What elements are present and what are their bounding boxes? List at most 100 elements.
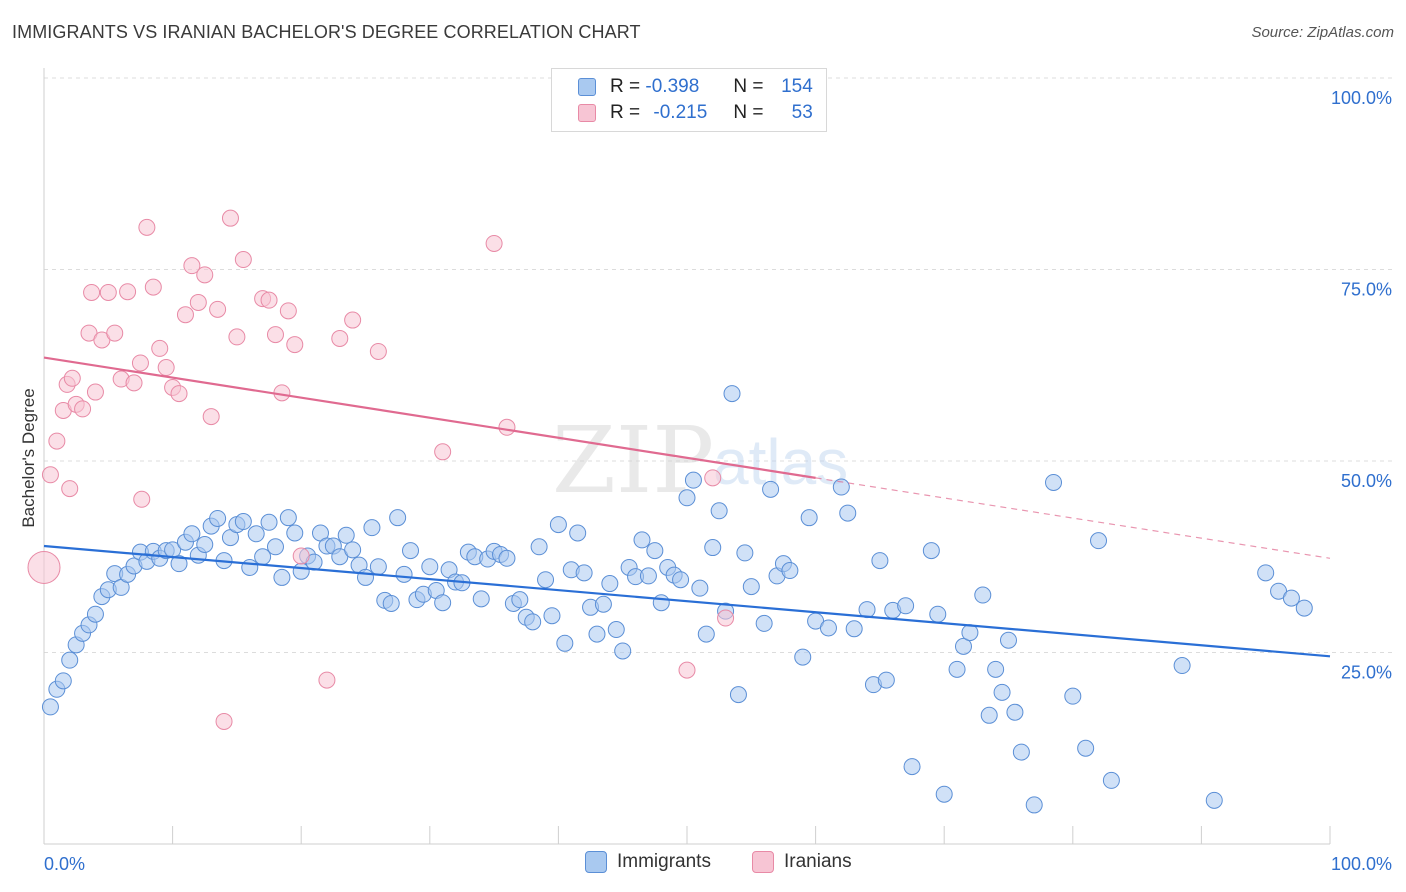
immigrants-point [247, 525, 265, 543]
immigrants-trend-line [43, 544, 1331, 658]
immigrants-point [273, 568, 291, 586]
iranians-point [209, 300, 227, 318]
iranians-point [318, 671, 336, 689]
immigrants-point [1025, 796, 1043, 814]
immigrants-point [472, 590, 490, 608]
iranians-point [151, 339, 169, 357]
iranians-point [99, 283, 117, 301]
iranians-swatch [578, 104, 596, 122]
iranians-point [27, 550, 61, 584]
iranians-trend-extension [815, 477, 1331, 559]
immigrants-point [241, 558, 259, 576]
axes [43, 68, 1331, 845]
iranians-point [170, 385, 188, 403]
iranians-legend-swatch [752, 851, 774, 873]
immigrants-point [594, 595, 612, 613]
stats-legend: R = -0.398 N = 154 R = -0.215 N = 53 [551, 68, 827, 132]
watermark-atlas: atlas [713, 426, 848, 498]
immigrants-point [286, 524, 304, 542]
immigrants-point [1090, 532, 1108, 550]
immigrants-point [633, 531, 651, 549]
y-axis-label: Bachelor's Degree [19, 388, 38, 527]
legend-item-immigrants[interactable]: Immigrants [585, 851, 711, 873]
immigrants-point [781, 562, 799, 580]
immigrants-point [549, 516, 567, 534]
immigrants-point [543, 607, 561, 625]
immigrants-point [183, 525, 201, 543]
immigrants-point [729, 686, 747, 704]
legend-row-immigrants: R = -0.398 N = 154 [578, 74, 813, 100]
immigrants-point [935, 785, 953, 803]
immigrants-point [839, 504, 857, 522]
immigrants-point [588, 625, 606, 643]
immigrants-point [723, 385, 741, 403]
immigrants-point [800, 509, 818, 527]
immigrants-point [196, 535, 214, 553]
immigrants-point [575, 564, 593, 582]
immigrants-point [832, 478, 850, 496]
immigrants-point [1205, 791, 1223, 809]
iranians-point [189, 293, 207, 311]
immigrants-point [929, 605, 947, 623]
immigrants-point [1077, 739, 1095, 757]
legend-item-iranians[interactable]: Iranians [752, 851, 852, 873]
immigrants-point [556, 634, 574, 652]
iranians-point [331, 329, 349, 347]
immigrants-point [363, 519, 381, 537]
immigrants-point [987, 660, 1005, 678]
immigrants-point [614, 642, 632, 660]
immigrants-point [974, 586, 992, 604]
iranians-point [61, 480, 79, 498]
immigrants-swatch [578, 78, 596, 96]
r-label: R = [610, 102, 641, 123]
immigrants-point [530, 538, 548, 556]
immigrants-point [395, 565, 413, 583]
immigrants-point [871, 552, 889, 570]
iranians-point [83, 283, 101, 301]
immigrants-point [710, 502, 728, 520]
iranians-point [119, 283, 137, 301]
immigrants-point [1102, 771, 1120, 789]
r-value: -0.215 [653, 102, 708, 123]
immigrants-point [684, 471, 702, 489]
tick-labels: 100.0% 75.0% 50.0% 25.0% 0.0% 100.0% [44, 88, 1392, 874]
chart-title: IMMIGRANTS VS IRANIAN BACHELOR'S DEGREE … [12, 22, 641, 42]
immigrants-point [266, 538, 284, 556]
immigrants-point [646, 542, 664, 560]
immigrants-point [742, 578, 760, 596]
iranians-trend-line [43, 356, 816, 479]
immigrants-point [1006, 703, 1024, 721]
iranians-point [286, 336, 304, 354]
immigrants-point [421, 558, 439, 576]
immigrants-point [382, 594, 400, 612]
iranians-point [266, 326, 284, 344]
iranians-point [131, 354, 149, 372]
n-label: N = [733, 76, 764, 97]
iranians-point [183, 257, 201, 275]
immigrants-point [434, 594, 452, 612]
iranians-point [279, 302, 297, 320]
immigrants-point [736, 544, 754, 562]
trend-lines [43, 356, 1331, 658]
source-label: Source: ZipAtlas.com [1251, 24, 1394, 41]
iranians-point [434, 443, 452, 461]
iranians-point [48, 432, 66, 450]
iranians-point [215, 712, 233, 730]
iranians-point [157, 359, 175, 377]
iranians-point [260, 291, 278, 309]
immigrants-point [389, 509, 407, 527]
iranians-point [292, 547, 310, 565]
y-tick-label: 75.0% [1341, 280, 1392, 300]
immigrants-point [1064, 687, 1082, 705]
iranians-point [498, 418, 516, 436]
y-tick-label: 50.0% [1341, 471, 1392, 491]
immigrants-point [607, 621, 625, 639]
immigrants-point [877, 671, 895, 689]
immigrants-point [794, 648, 812, 666]
iranians-point [228, 328, 246, 346]
iranians-point [63, 369, 81, 387]
immigrants-point [1173, 657, 1191, 675]
immigrants-point [537, 571, 555, 589]
immigrants-point [369, 558, 387, 576]
